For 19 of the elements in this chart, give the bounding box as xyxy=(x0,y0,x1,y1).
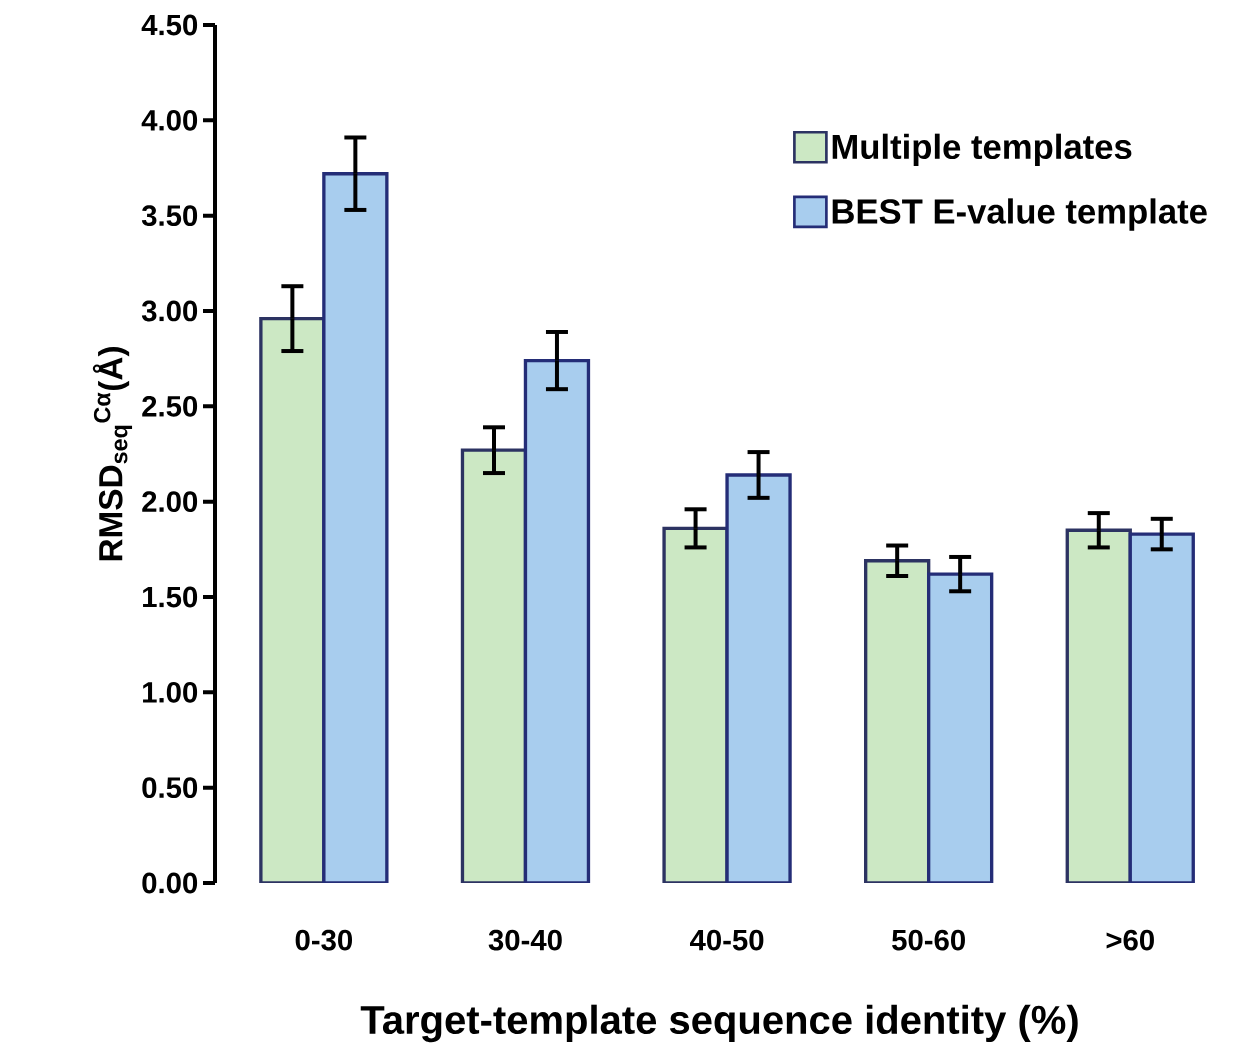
y-axis-title: RMSD$_{seq}$$^{Cα}$(Å) xyxy=(92,347,133,561)
x-tick-label: 40-50 xyxy=(689,929,764,951)
y-tick-label: 0.50 xyxy=(142,777,198,799)
y-tick-label: 1.50 xyxy=(143,586,198,608)
x-tick-label: 50-60 xyxy=(892,929,965,951)
y-tick-label: 3.00 xyxy=(141,300,198,322)
y-tick-label: 2.50 xyxy=(142,395,198,417)
y-tick-label: 4.50 xyxy=(141,14,198,36)
y-tick-label: 0.00 xyxy=(142,872,198,894)
y-tick-label: 1.00 xyxy=(143,681,198,703)
y-tick-label: 3.50 xyxy=(141,205,198,227)
y-tick-label: 4.00 xyxy=(141,109,198,131)
x-tick-label: >60 xyxy=(1106,929,1154,951)
legend-label: Multiple templates xyxy=(832,133,1132,166)
x-tick-label: 30-40 xyxy=(488,929,562,951)
legend-label: BEST E-value template xyxy=(832,198,1207,231)
y-tick-label: 2.00 xyxy=(142,491,198,513)
x-tick-label: 0-30 xyxy=(295,929,353,951)
x-axis-title: Target-template sequence identity (%) xyxy=(360,1004,1078,1043)
